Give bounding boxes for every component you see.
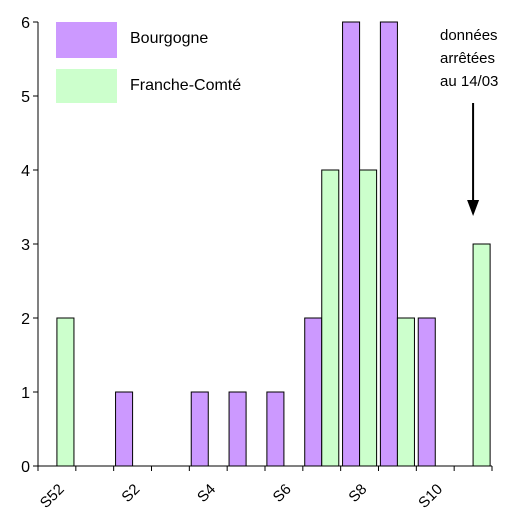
- bars-layer: [56, 21, 491, 467]
- annotation-arrow: [467, 103, 480, 216]
- y-tick-label-1: 1: [21, 385, 30, 402]
- bar-bourgogne-s8: [342, 21, 361, 467]
- bar-franche-comte-s8: [359, 169, 378, 467]
- bar-bourgogne-s5: [228, 391, 247, 467]
- y-tick-label-0: 0: [21, 459, 30, 476]
- y-tick-label-3: 3: [21, 237, 30, 254]
- bar-franche-comte-s52: [56, 317, 75, 467]
- x-tick-label-s8: S8: [345, 481, 370, 506]
- legend-swatch-franche-comte: [56, 69, 117, 103]
- x-tick-label-s2: S2: [118, 481, 143, 506]
- legend-label-franche-comte: Franche-Comté: [130, 77, 242, 94]
- x-tick-label-s4: S4: [194, 481, 219, 506]
- bar-bourgogne-s4: [190, 391, 209, 467]
- bar-bourgogne-s6: [266, 391, 285, 467]
- bar-bourgogne-s10: [417, 317, 436, 467]
- x-tick-label-s10: S10: [415, 481, 446, 512]
- y-tick-label-5: 5: [21, 89, 30, 106]
- annotation-line-2: arrêtées: [440, 50, 496, 67]
- y-tick-label-6: 6: [21, 15, 30, 32]
- bar-bourgogne-s7: [304, 317, 323, 467]
- y-tick-label-4: 4: [21, 163, 30, 180]
- y-tick-label-2: 2: [21, 311, 30, 328]
- bar-franche-comte-s9: [396, 317, 415, 467]
- x-tick-label-s6: S6: [270, 481, 295, 506]
- x-tick-label-s52: S52: [37, 481, 68, 512]
- legend-label-bourgogne: Bourgogne: [130, 30, 209, 47]
- legend-swatch-bourgogne: [56, 22, 117, 58]
- bar-bourgogne-s9: [379, 21, 398, 467]
- annotation-line-1: données: [440, 27, 498, 44]
- annotation-line-3: au 14/03: [440, 73, 499, 90]
- bar-franche-comte-s7: [321, 169, 340, 467]
- annotation-arrow-head: [467, 200, 480, 216]
- bar-franche-comte-s11: [472, 243, 491, 467]
- bar-bourgogne-s2: [115, 391, 134, 467]
